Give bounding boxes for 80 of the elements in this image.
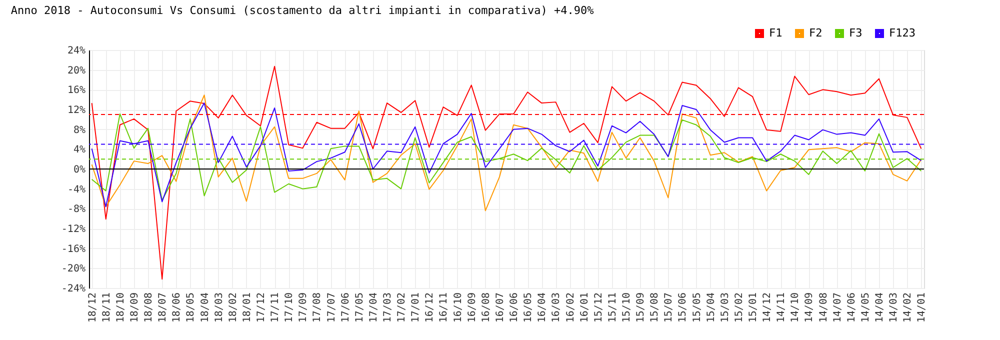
x-tick-label: 17/04 xyxy=(368,292,380,323)
x-tick-label: 16/09 xyxy=(466,292,478,323)
x-tick-label: 15/11 xyxy=(607,292,618,323)
line-series xyxy=(91,113,922,201)
x-tick-label: 16/01 xyxy=(579,292,590,323)
x-tick-label: 15/09 xyxy=(636,292,647,323)
x-tick-label: 15/12 xyxy=(593,292,604,323)
x-tick-label: 16/11 xyxy=(438,292,450,323)
x-tick-label: 14/03 xyxy=(888,292,900,323)
x-tick-label: 14/05 xyxy=(860,292,872,323)
x-tick-label: 17/09 xyxy=(298,292,310,323)
x-tick-label: 14/10 xyxy=(790,292,802,323)
x-tick-label: 15/06 xyxy=(678,292,689,323)
x-tick-label: 17/06 xyxy=(340,292,352,323)
y-tick-label: 0% xyxy=(73,164,86,176)
x-tick-label: 15/03 xyxy=(720,292,731,323)
x-tick-label: 15/02 xyxy=(734,292,745,323)
x-tick-label: 15/01 xyxy=(748,292,759,323)
x-tick-label: 16/05 xyxy=(523,292,534,323)
x-tick-label: 17/08 xyxy=(312,292,324,323)
legend-label: F123 xyxy=(889,26,916,40)
x-tick-label: 16/06 xyxy=(509,292,520,323)
y-tick-label: -20% xyxy=(61,264,86,275)
x-tick-label: 16/08 xyxy=(480,292,492,323)
y-tick-label: 20% xyxy=(67,65,86,76)
x-tick-label: 16/03 xyxy=(551,292,562,323)
y-tick-label: 12% xyxy=(67,105,86,116)
x-tick-label: 18/12 xyxy=(87,292,98,323)
x-tick-label: 14/08 xyxy=(818,292,830,323)
legend-label: F2 xyxy=(809,26,822,40)
x-tick-label: 15/08 xyxy=(650,292,661,323)
x-tick-label: 14/04 xyxy=(874,292,886,323)
x-tick-label: 16/04 xyxy=(537,292,548,323)
chart-title: Anno 2018 - Autoconsumi Vs Consumi (scostamento da altri impianti in comparativa) +4.90% xyxy=(10,4,594,17)
x-tick-label: 14/01 xyxy=(916,292,928,323)
x-tick-label: 18/05 xyxy=(186,292,197,323)
x-tick-label: 14/07 xyxy=(832,292,844,323)
x-tick-label: 14/12 xyxy=(762,292,774,323)
legend-label: F3 xyxy=(849,26,862,40)
y-tick-label: 16% xyxy=(67,85,86,96)
x-tick-label: 18/11 xyxy=(101,292,112,323)
x-tick-label: 14/09 xyxy=(804,292,816,323)
x-tick-label: 18/08 xyxy=(144,292,155,323)
x-tick-label: 17/11 xyxy=(270,292,282,323)
x-tick-label: 17/02 xyxy=(396,292,408,323)
y-tick-label: -24% xyxy=(61,284,86,294)
x-tick-label: 18/06 xyxy=(172,292,183,323)
x-tick-label: 16/07 xyxy=(494,292,506,323)
x-tick-label: 18/01 xyxy=(242,292,253,323)
y-tick-label: -12% xyxy=(61,224,86,235)
legend-label: F1 xyxy=(769,26,782,40)
y-tick-label: 24% xyxy=(67,46,86,56)
x-tick-label: 17/10 xyxy=(284,292,296,323)
y-tick-label: -4% xyxy=(67,184,86,196)
x-tick-label: 16/12 xyxy=(424,292,436,323)
y-tick-label: -8% xyxy=(67,204,86,216)
y-tick-label: 4% xyxy=(73,144,86,156)
x-tick-label: 14/02 xyxy=(902,292,914,323)
x-tick-label: 18/07 xyxy=(158,292,169,323)
x-tick-label: 17/03 xyxy=(382,292,394,323)
x-tick-label: 15/07 xyxy=(664,292,675,323)
x-tick-label: 14/06 xyxy=(846,292,858,323)
x-tick-label: 17/12 xyxy=(256,292,267,323)
x-tick-label: 15/05 xyxy=(692,292,703,323)
line-series xyxy=(91,66,922,280)
x-tick-label: 18/03 xyxy=(214,292,225,323)
x-tick-label: 15/10 xyxy=(621,292,632,323)
x-tick-label: 18/09 xyxy=(129,292,140,323)
x-tick-label: 15/04 xyxy=(706,292,717,323)
y-tick-label: 8% xyxy=(73,124,86,136)
y-tick-label: -16% xyxy=(61,244,86,255)
x-tick-label: 16/10 xyxy=(452,292,464,323)
x-tick-label: 16/02 xyxy=(565,292,576,323)
x-tick-label: 14/11 xyxy=(776,292,788,323)
x-tick-label: 18/04 xyxy=(200,292,211,323)
x-tick-label: 18/02 xyxy=(228,292,239,323)
x-tick-label: 18/10 xyxy=(115,292,126,323)
x-tick-label: 17/05 xyxy=(354,292,366,323)
x-tick-label: 17/01 xyxy=(410,292,422,323)
x-tick-label: 17/07 xyxy=(326,292,338,323)
